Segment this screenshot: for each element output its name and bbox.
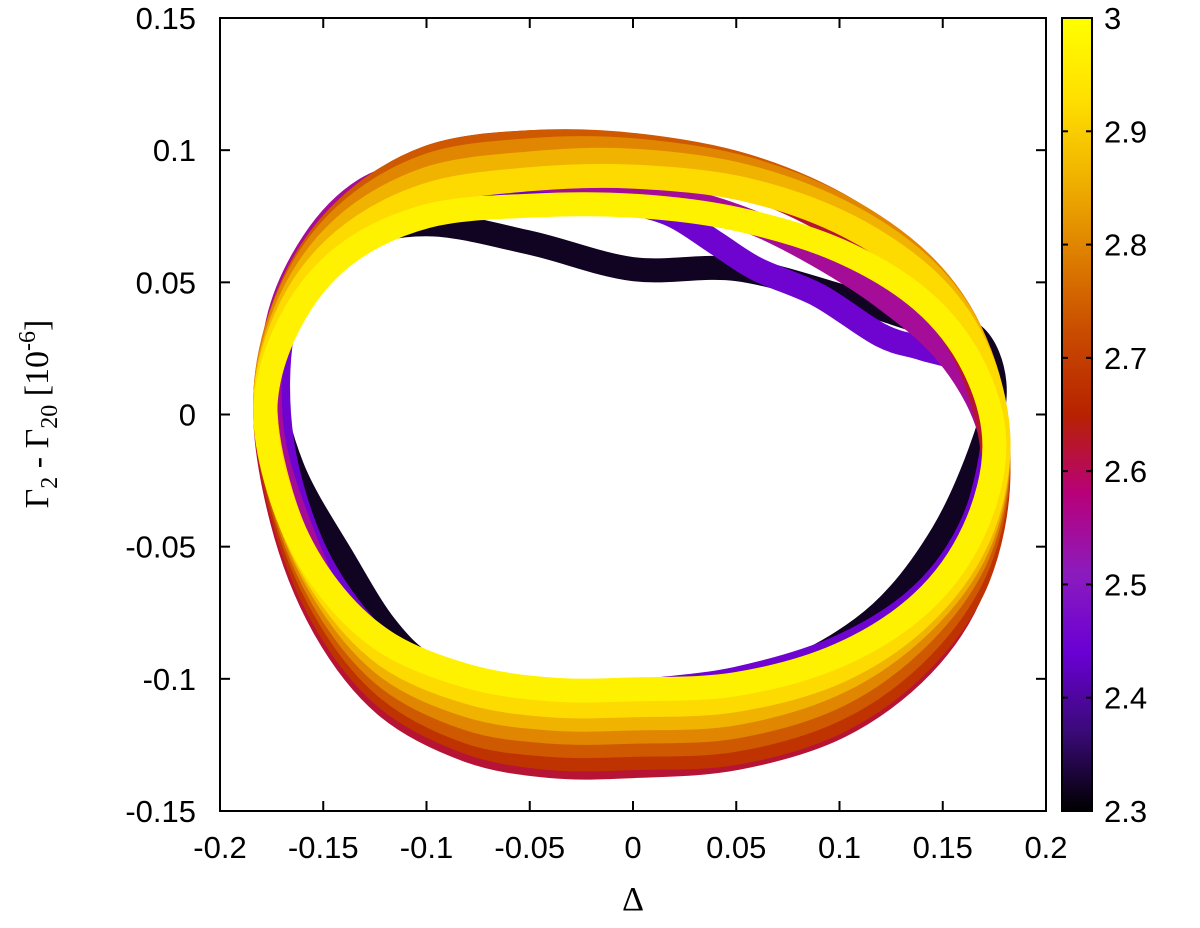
y-axis-ticks: -0.15 -0.1 -0.05 0 0.05 0.1 0.15 xyxy=(125,1,1046,829)
x-tick-label: -0.15 xyxy=(288,830,359,865)
colorbar-tick-label: 2.7 xyxy=(1104,341,1147,376)
x-tick-label: 0.15 xyxy=(913,830,973,865)
x-axis-ticks: -0.2 -0.15 -0.1 -0.05 0 0.05 0.1 0.15 0.2 xyxy=(193,18,1068,865)
y-tick-label: 0 xyxy=(179,398,196,433)
x-tick-label: -0.05 xyxy=(494,830,565,865)
y-axis-label: Γ2 - Γ20 [10-6] xyxy=(15,320,63,509)
colorbar-tick-label: 2.3 xyxy=(1104,794,1147,829)
colorbar-tick-label: 2.6 xyxy=(1104,454,1147,489)
colorbar-tick-label: 2.5 xyxy=(1104,567,1147,602)
data-loop-9 xyxy=(253,192,1007,703)
colorbar-tick-label: 2.8 xyxy=(1104,228,1147,263)
x-tick-label: -0.2 xyxy=(193,830,246,865)
y-tick-label: 0.15 xyxy=(136,1,196,36)
colorbar-gradient xyxy=(1061,17,1093,812)
colorbar-tick-label: 3 xyxy=(1104,1,1121,36)
y-tick-label: -0.05 xyxy=(125,530,196,565)
y-tick-label: 0.1 xyxy=(153,133,196,168)
x-tick-label: -0.1 xyxy=(400,830,453,865)
x-tick-label: 0.05 xyxy=(706,830,766,865)
y-tick-label: -0.1 xyxy=(143,662,196,697)
colorbar-tick-label: 2.4 xyxy=(1104,681,1147,716)
x-tick-label: 0.1 xyxy=(818,830,861,865)
data-loops xyxy=(253,129,1011,780)
x-tick-label: 0.2 xyxy=(1024,830,1067,865)
colorbar-tick-label: 2.9 xyxy=(1104,114,1147,149)
y-tick-label: 0.05 xyxy=(136,265,196,300)
x-tick-label: 0 xyxy=(624,830,641,865)
colorbar: 2.3 2.4 2.5 2.6 2.7 2.8 2.9 3 xyxy=(1061,1,1147,829)
y-tick-label: -0.15 xyxy=(125,794,196,829)
x-axis-label: Δ xyxy=(622,881,644,918)
colorbar-ticks: 2.3 2.4 2.5 2.6 2.7 2.8 2.9 3 xyxy=(1062,1,1147,829)
